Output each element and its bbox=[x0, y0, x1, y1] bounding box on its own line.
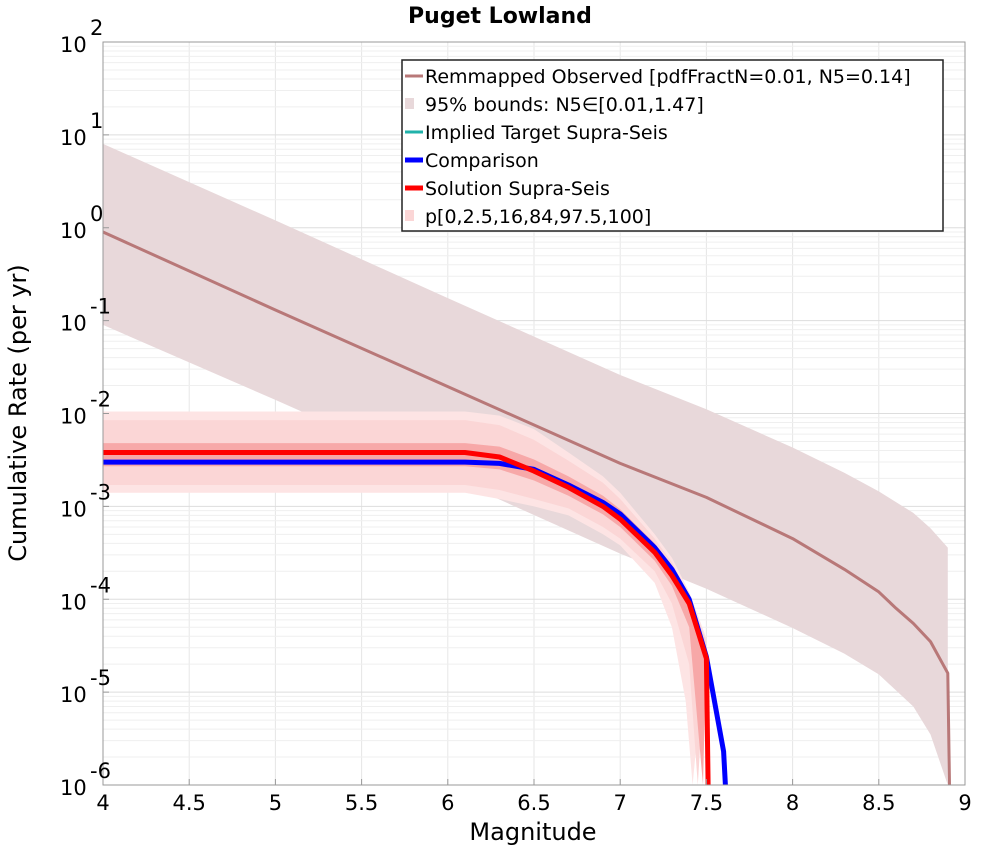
y-tick-exponent: -1 bbox=[90, 295, 111, 319]
legend-label: Remmapped Observed [pdfFractN=0.01, N5=0… bbox=[425, 66, 911, 88]
x-tick-label: 6 bbox=[441, 791, 454, 815]
x-tick-label: 6.5 bbox=[517, 791, 550, 815]
axis-ticks: 4 4.5 5 5.5 6 6.5 7 7.5 8 8.5 910-610-510-410-310-… bbox=[60, 16, 972, 815]
solution-series-line bbox=[103, 450, 711, 786]
y-tick-label: 10 bbox=[60, 312, 87, 336]
y-tick-exponent: -4 bbox=[90, 573, 111, 597]
y-tick-label: 10 bbox=[60, 590, 87, 614]
y-tick-label: 10 bbox=[60, 683, 87, 707]
x-tick-label: 9 bbox=[958, 791, 971, 815]
y-tick-exponent: -2 bbox=[90, 388, 111, 412]
series-lines bbox=[102, 230, 951, 786]
chart-title: Puget Lowland bbox=[408, 4, 592, 29]
x-tick-label: 5 bbox=[269, 791, 282, 815]
x-tick-label: 4.5 bbox=[172, 791, 205, 815]
legend-label: Implied Target Supra-Seis bbox=[425, 122, 668, 144]
legend-swatch bbox=[405, 98, 414, 109]
y-tick-exponent: -6 bbox=[90, 759, 111, 783]
y-tick-exponent: 0 bbox=[90, 202, 103, 226]
y-tick-label: 10 bbox=[60, 33, 87, 57]
y-axis-label: Cumulative Rate (per yr) bbox=[4, 264, 32, 562]
y-tick-label: 10 bbox=[60, 497, 87, 521]
x-tick-label: 8 bbox=[786, 791, 799, 815]
y-tick-exponent: 1 bbox=[90, 109, 103, 133]
x-tick-label: 5.5 bbox=[345, 791, 378, 815]
uncertainty-bands bbox=[103, 143, 948, 785]
legend-label: 95% bounds: N5∈[0.01,1.47] bbox=[425, 94, 704, 116]
x-tick-label: 7.5 bbox=[690, 791, 723, 815]
y-tick-exponent: 2 bbox=[90, 16, 103, 40]
y-tick-label: 10 bbox=[60, 405, 87, 429]
legend-label: Solution Supra-Seis bbox=[425, 178, 610, 200]
legend-label: Comparison bbox=[425, 150, 539, 172]
y-tick-label: 10 bbox=[60, 219, 87, 243]
legend-swatch bbox=[405, 210, 414, 221]
solution-p0-100-band bbox=[103, 411, 707, 785]
x-tick-label: 7 bbox=[614, 791, 627, 815]
x-axis-label: Magnitude bbox=[469, 818, 596, 846]
y-tick-exponent: -5 bbox=[90, 666, 111, 690]
observed-series-line bbox=[102, 230, 951, 786]
y-tick-exponent: -3 bbox=[90, 480, 111, 504]
y-tick-label: 10 bbox=[60, 776, 87, 800]
y-tick-label: 10 bbox=[60, 126, 87, 150]
legend-label: p[0,2.5,16,84,97.5,100] bbox=[425, 206, 651, 228]
legend: Remmapped Observed [pdfFractN=0.01, N5=0… bbox=[401, 59, 944, 232]
x-tick-label: 4 bbox=[96, 791, 109, 815]
legend-box bbox=[401, 59, 944, 232]
x-tick-label: 8.5 bbox=[862, 791, 895, 815]
